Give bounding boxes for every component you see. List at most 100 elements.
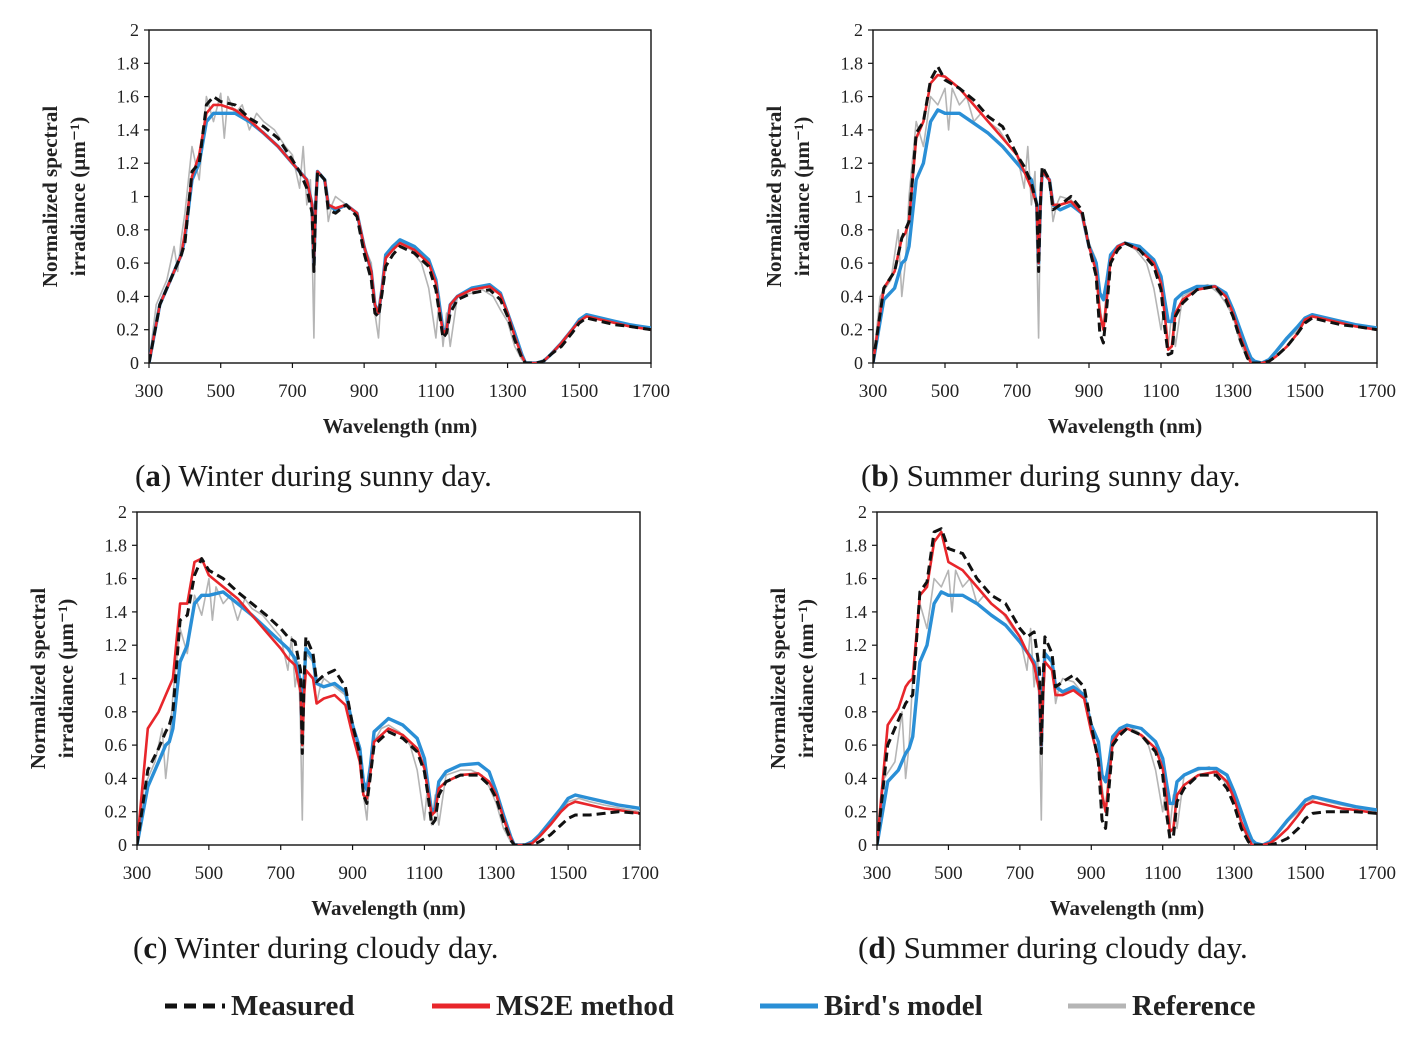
y-tick-label: 1.2 <box>845 635 868 655</box>
plot-frame <box>136 511 641 846</box>
y-tick-label: 1.4 <box>117 120 140 140</box>
legend-swatch-reference <box>1068 1003 1126 1009</box>
legend-item-birds: Bird's model <box>758 986 983 1026</box>
y-tick-label: 1.4 <box>105 602 128 622</box>
x-tick-label: 1100 <box>406 863 443 884</box>
x-tick-label: 700 <box>1006 863 1035 884</box>
y-tick-label: 0.4 <box>117 286 140 306</box>
legend-label-measured: Measured <box>231 989 355 1022</box>
y-tick-label: 2 <box>118 502 127 522</box>
y-tick-label: 0.4 <box>841 286 864 306</box>
y-tick-label: 2 <box>130 20 139 40</box>
series-ms2e-method <box>873 73 1377 363</box>
y-tick-label: 1.8 <box>105 535 128 555</box>
x-tick-label: 1700 <box>1358 381 1396 402</box>
x-tick-label: 900 <box>1077 863 1106 884</box>
x-axis-title: Wavelength (nm) <box>1048 414 1203 438</box>
x-tick-label: 500 <box>195 863 224 884</box>
x-tick-label: 900 <box>350 381 379 402</box>
y-tick-label: 0 <box>118 835 127 855</box>
plot-frame <box>876 511 1378 846</box>
x-tick-label: 1300 <box>1214 381 1252 402</box>
y-tick-label: 1.6 <box>845 569 868 589</box>
caption-a: (a) Winter during sunny day. <box>135 458 492 493</box>
legend-swatch-measured <box>165 1003 225 1009</box>
y-tick-label: 0.2 <box>841 320 864 340</box>
x-tick-label: 500 <box>206 381 235 402</box>
y-tick-label: 0.4 <box>105 768 128 788</box>
y-tick-label: 1.6 <box>841 87 864 107</box>
x-tick-label: 1500 <box>1286 381 1324 402</box>
y-tick-label: 1 <box>854 187 863 207</box>
caption-b: (b) Summer during sunny day. <box>861 458 1241 493</box>
y-axis-title-line1: Normalized spectral <box>766 588 790 770</box>
y-tick-label: 0.8 <box>845 702 868 722</box>
y-tick-label: 0.2 <box>105 802 128 822</box>
series-ms2e-method <box>149 103 651 363</box>
legend: Measured MS2E method Bird's model Refere… <box>0 980 1413 1030</box>
x-tick-label: 700 <box>278 381 307 402</box>
legend-label-birds: Bird's model <box>824 989 983 1022</box>
legend-item-reference: Reference <box>1066 986 1255 1026</box>
x-tick-label: 300 <box>135 381 164 402</box>
x-tick-label: 1500 <box>549 863 587 884</box>
legend-label-ms2e: MS2E method <box>496 989 675 1022</box>
y-tick-label: 0.8 <box>117 220 140 240</box>
y-tick-label: 1.4 <box>845 602 868 622</box>
y-tick-label: 1.2 <box>105 635 128 655</box>
y-tick-label: 1.6 <box>117 87 140 107</box>
x-tick-label: 1500 <box>560 381 598 402</box>
legend-swatch-birds <box>760 1003 818 1009</box>
y-axis-title-line2: irradiance (µm⁻¹) <box>790 117 814 277</box>
y-tick-label: 1.8 <box>117 53 140 73</box>
x-tick-label: 700 <box>266 863 295 884</box>
x-tick-label: 500 <box>934 863 963 884</box>
x-axis-title: Wavelength (nm) <box>323 414 478 438</box>
y-tick-label: 1 <box>858 669 867 689</box>
y-tick-label: 0.8 <box>841 220 864 240</box>
x-axis-title: Wavelength (nm) <box>1050 896 1205 920</box>
x-tick-label: 1100 <box>417 381 454 402</box>
chart-d: 0 0.2 0.4 0.6 0.8 1 1.2 1.4 1.6 1.8 2 300 500 700 900 1… <box>766 502 1396 920</box>
y-tick-label: 1.2 <box>841 153 864 173</box>
y-axis-title-line1: Normalized spectral <box>38 106 62 288</box>
y-tick-label: 0.4 <box>845 768 868 788</box>
x-tick-label: 1100 <box>1142 381 1179 402</box>
y-axis-title-line1: Normalized spectral <box>762 106 786 288</box>
series-measured <box>877 527 1377 845</box>
series-measured <box>149 95 651 363</box>
caption-d: (d) Summer during cloudy day. <box>858 930 1248 965</box>
legend-item-ms2e: MS2E method <box>430 986 674 1026</box>
legend-item-measured: Measured <box>163 986 355 1026</box>
y-tick-label: 2 <box>858 502 867 522</box>
y-tick-label: 1.8 <box>841 53 864 73</box>
series-ms2e-method <box>137 557 640 845</box>
y-tick-label: 1 <box>118 669 127 689</box>
x-tick-label: 1300 <box>477 863 515 884</box>
y-axis-title-line2: irradiance (µm⁻¹) <box>54 599 78 759</box>
y-tick-label: 1.4 <box>841 120 864 140</box>
y-tick-label: 0.6 <box>841 253 864 273</box>
caption-c: (c) Winter during cloudy day. <box>133 930 499 965</box>
y-tick-label: 0.6 <box>105 735 128 755</box>
y-tick-label: 0.2 <box>845 802 868 822</box>
chart-a: 0 0.2 0.4 0.6 0.8 1 1.2 1.4 1.6 1.8 2 300 500 700 900 1… <box>38 20 670 438</box>
x-tick-label: 900 <box>1075 381 1104 402</box>
x-tick-label: 1300 <box>489 381 527 402</box>
x-tick-label: 1100 <box>1144 863 1181 884</box>
x-tick-label: 300 <box>123 863 152 884</box>
y-axis-title-line2: irradiance (nm⁻¹) <box>794 599 818 758</box>
x-tick-label: 900 <box>338 863 367 884</box>
y-tick-label: 1.2 <box>117 153 140 173</box>
y-axis-title-line1: Normalized spectral <box>26 588 50 770</box>
x-tick-label: 1700 <box>1358 863 1396 884</box>
y-tick-label: 0.8 <box>105 702 128 722</box>
x-tick-label: 1700 <box>632 381 670 402</box>
y-tick-label: 0 <box>854 353 863 373</box>
chart-c: 0 0.2 0.4 0.6 0.8 1 1.2 1.4 1.6 1.8 2 300 500 700 900 1… <box>26 502 659 920</box>
chart-b: 0 0.2 0.4 0.6 0.8 1 1.2 1.4 1.6 1.8 2 300 500 700 900 1… <box>762 20 1396 438</box>
x-tick-label: 300 <box>863 863 892 884</box>
x-tick-label: 700 <box>1003 381 1032 402</box>
y-tick-label: 1.8 <box>845 535 868 555</box>
